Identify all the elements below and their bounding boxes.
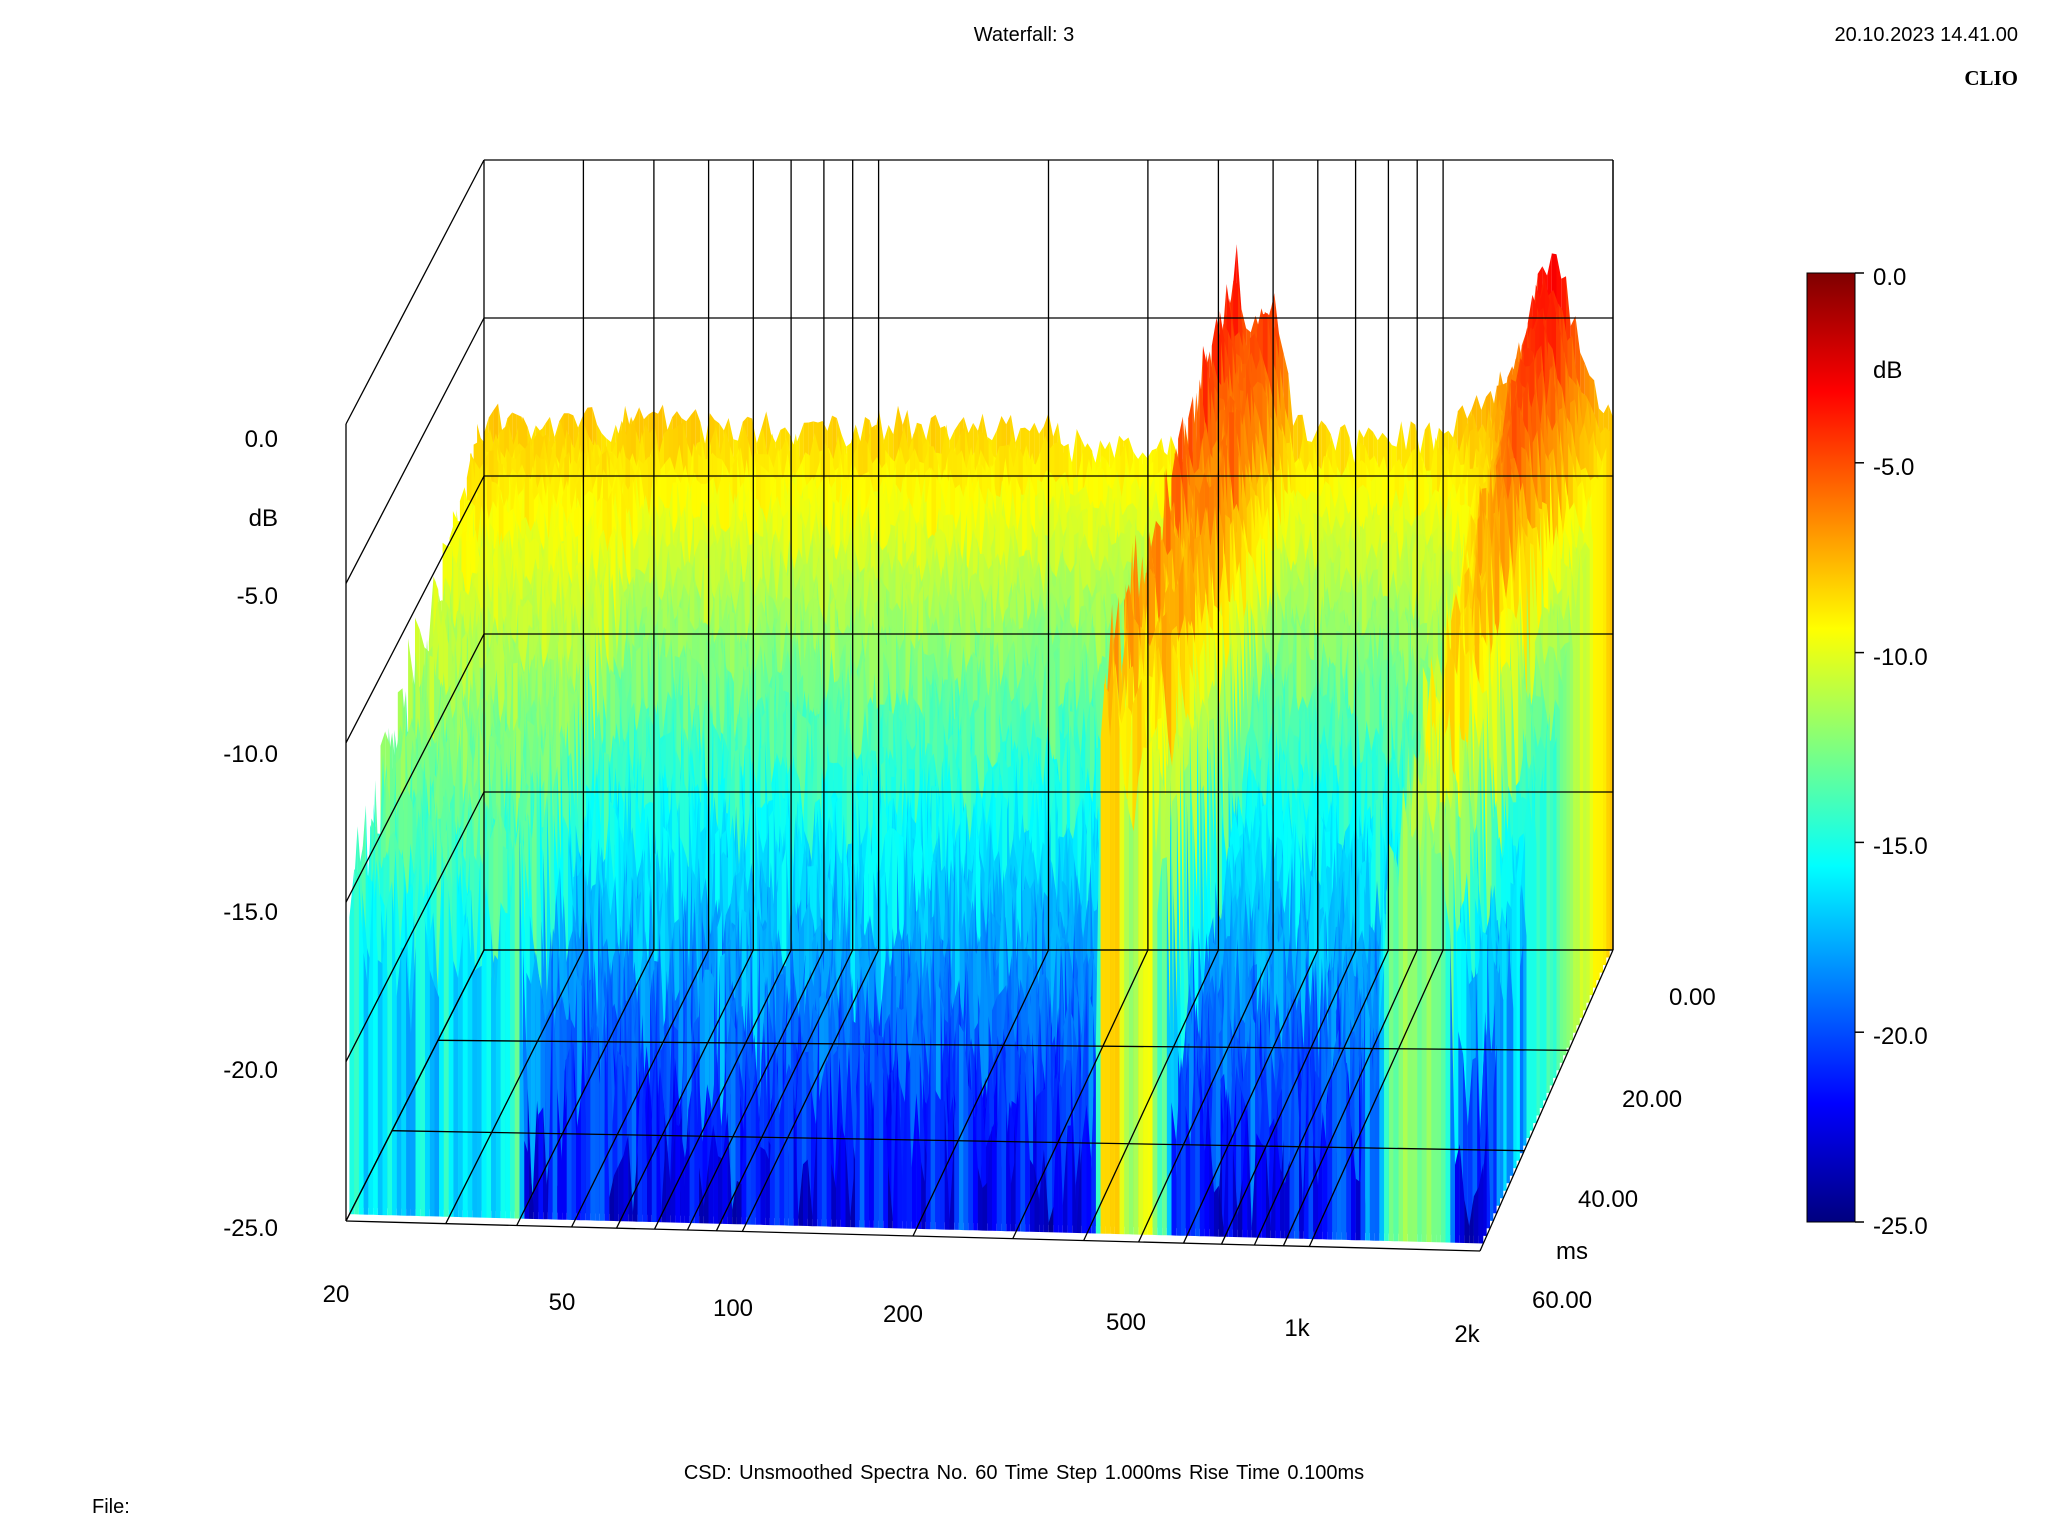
chart-title: Waterfall: 3 bbox=[973, 24, 1075, 46]
brand-logo-text: CLIO bbox=[1964, 66, 2018, 90]
timestamp: 20.10.2023 14.41.00 bbox=[1834, 24, 2018, 46]
waterfall-surface bbox=[349, 244, 1613, 1244]
